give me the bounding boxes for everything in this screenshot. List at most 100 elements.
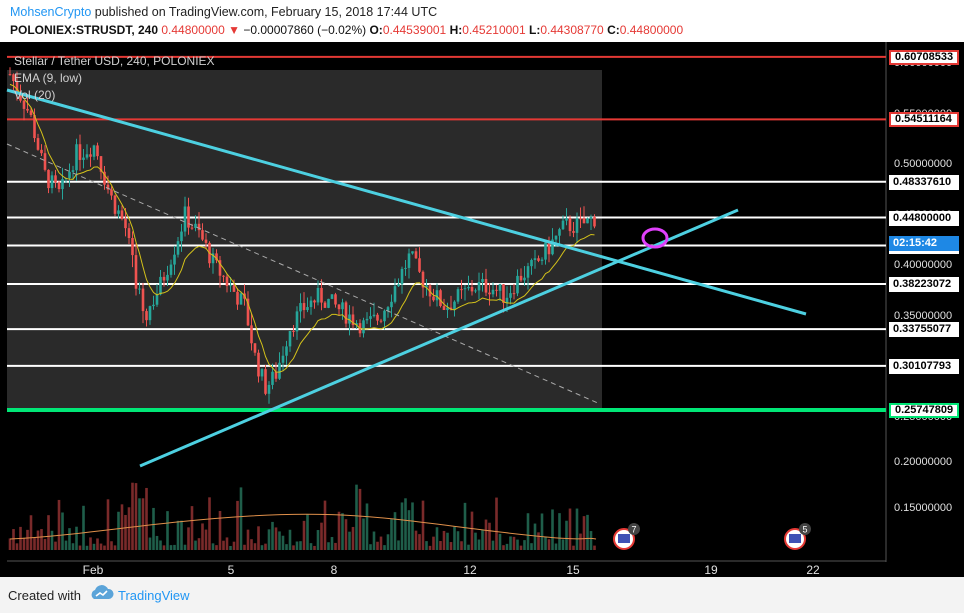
candle-body (173, 254, 176, 265)
volume-bar (243, 544, 246, 550)
candle-body (169, 264, 173, 275)
candle-body (267, 384, 271, 394)
volume-bar (488, 522, 491, 550)
volume-bar (327, 542, 330, 550)
volume-bar (180, 520, 183, 550)
candle-body (425, 285, 428, 288)
candle-body (561, 220, 565, 230)
volume-bar (579, 533, 582, 550)
symbol-label: POLONIEX:STRUSDT, 240 (10, 23, 159, 37)
volume-bar (589, 531, 593, 550)
volume-bar (225, 537, 229, 550)
volume-bar (309, 543, 313, 550)
candle-body (365, 318, 369, 321)
countdown-label: 02:15:42 (889, 236, 959, 251)
volume-bar (575, 508, 579, 550)
candle-body (43, 153, 47, 170)
price-tick-label: 0.15000000 (894, 502, 953, 514)
volume-bar (537, 532, 540, 550)
ohlc-info: POLONIEX:STRUSDT, 240 0.44800000 ▼ −0.00… (10, 23, 683, 37)
candle-body (306, 307, 309, 311)
candle-body (530, 259, 533, 267)
candle-body (271, 371, 274, 385)
volume-bar (299, 541, 302, 550)
candle-body (505, 297, 509, 303)
volume-bar (138, 498, 141, 550)
chart-header: MohsenCrypto published on TradingView.co… (0, 0, 964, 42)
candle-body (558, 229, 561, 236)
candle-body (439, 290, 442, 307)
volume-bar (456, 531, 460, 550)
volume-bar (460, 541, 463, 550)
level-price-label: 0.25747809 (889, 402, 959, 418)
ascending-trendline (139, 208, 739, 468)
candle-body (194, 223, 197, 228)
legend-ema[interactable]: EMA (9, low) (14, 71, 83, 85)
candle-body (134, 255, 138, 289)
candle-body (285, 346, 288, 356)
volume-bar (495, 497, 498, 550)
level-price-label: 0.60708533 (889, 49, 959, 65)
volume-bar (260, 545, 264, 550)
candle-body (526, 266, 530, 278)
volume-bar (582, 516, 586, 550)
volume-bar (99, 543, 103, 550)
volume-bar (348, 531, 351, 550)
volume-bar (397, 540, 400, 550)
candle-body (337, 304, 341, 310)
last-price: 0.44800000 (161, 23, 225, 37)
candle-body (33, 115, 36, 139)
candle-body (110, 189, 113, 196)
candle-body (92, 145, 96, 157)
candle-body (575, 218, 579, 233)
low-label: L: (528, 23, 541, 37)
volume-bar (64, 540, 68, 550)
candle-body (159, 276, 162, 295)
candle-body (302, 303, 306, 311)
candle-body (15, 81, 19, 93)
legend-title: Stellar / Tether USD, 240, POLONIEX (14, 54, 215, 68)
candle-body (250, 325, 253, 344)
level-price-label: 0.38223072 (889, 276, 959, 292)
candle-body (204, 239, 208, 243)
volume-bar (554, 543, 558, 550)
high-label: H: (449, 23, 463, 37)
candle-body (47, 169, 50, 189)
volume-bar (341, 513, 344, 550)
candle-body (50, 175, 54, 189)
candle-body (456, 289, 460, 302)
price-tick-label: 0.20000000 (894, 456, 953, 468)
time-tick-label: 15 (566, 563, 580, 577)
legend-vol[interactable]: Vol (20) (14, 88, 56, 102)
candle-body (180, 231, 183, 242)
time-tick-label: 19 (704, 563, 718, 577)
change-arrow-icon: ▼ (228, 23, 241, 37)
volume-bar (344, 519, 348, 550)
candle-body (432, 296, 435, 301)
candle-body (418, 258, 421, 272)
volume-bar (351, 526, 355, 550)
volume-bar (54, 541, 57, 550)
volume-bar (148, 537, 152, 550)
footer: Created with TradingView (0, 577, 964, 613)
volume-bar (334, 542, 337, 550)
volume-bar (68, 528, 71, 550)
volume-bar (474, 532, 477, 550)
volume-bar (8, 538, 12, 550)
volume-bar (36, 530, 40, 550)
candle-body (264, 369, 267, 394)
volume-bar (257, 526, 260, 550)
volume-bar (453, 526, 456, 550)
author-link[interactable]: MohsenCrypto (10, 5, 92, 19)
tradingview-link[interactable]: TradingView (118, 588, 190, 603)
candle-body (582, 218, 586, 224)
volume-bar (278, 531, 281, 550)
volume-bar (449, 542, 453, 550)
candle-body (435, 290, 439, 301)
volume-bar (166, 511, 169, 550)
volume-bar (323, 500, 327, 550)
time-tick-label: Feb (82, 563, 104, 577)
candle-body (460, 289, 463, 291)
